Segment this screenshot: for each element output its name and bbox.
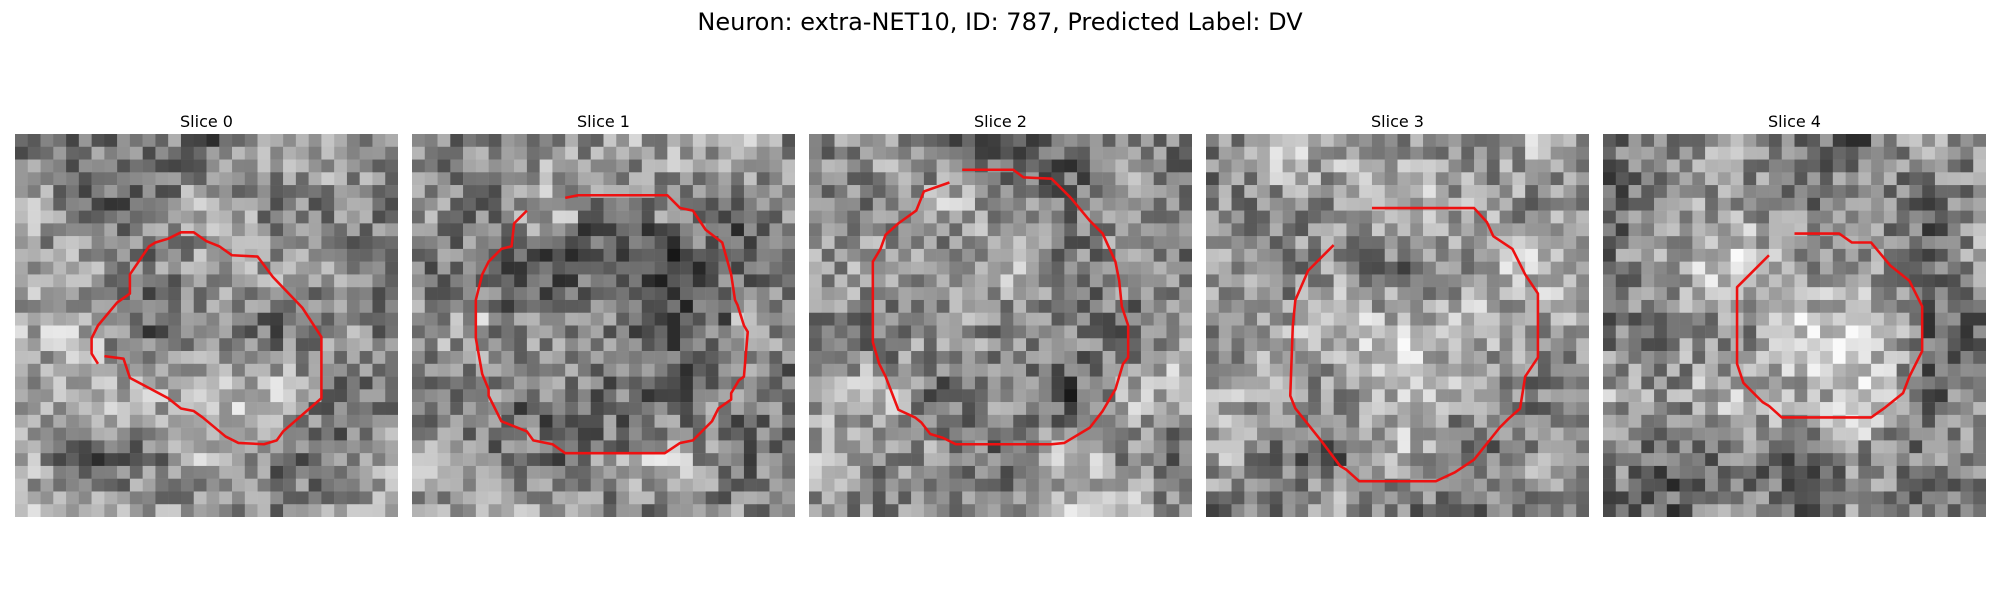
- pixel-grid: [15, 134, 398, 517]
- slice-panel-4: Slice 4: [1603, 110, 1986, 517]
- pixel-grid: [1206, 134, 1589, 517]
- slice-title-4: Slice 4: [1768, 112, 1821, 131]
- neuron-contour: [90, 231, 323, 446]
- neuron-contour: [1735, 232, 1924, 419]
- slice-image-1: [412, 134, 795, 517]
- slice-panel-1: Slice 1: [412, 110, 795, 517]
- slice-image-3: [1206, 134, 1589, 517]
- neuron-contour: [871, 168, 1130, 446]
- neuron-contour: [1288, 206, 1540, 483]
- slice-title-1: Slice 1: [577, 112, 630, 131]
- slice-image-4: [1603, 134, 1986, 517]
- slice-image-0: [15, 134, 398, 517]
- figure-title: Neuron: extra-NET10, ID: 787, Predicted …: [697, 8, 1303, 36]
- slice-image-2: [809, 134, 1192, 517]
- neuron-contour: [474, 194, 750, 455]
- pixel-grid: [412, 134, 795, 517]
- slice-panel-0: Slice 0: [15, 110, 398, 517]
- slice-title-3: Slice 3: [1371, 112, 1424, 131]
- slice-title-0: Slice 0: [180, 112, 233, 131]
- pixel-grid: [809, 134, 1192, 517]
- slice-panel-3: Slice 3: [1206, 110, 1589, 517]
- pixel-grid: [1603, 134, 1986, 517]
- slice-panel-2: Slice 2: [809, 110, 1192, 517]
- slice-title-2: Slice 2: [974, 112, 1027, 131]
